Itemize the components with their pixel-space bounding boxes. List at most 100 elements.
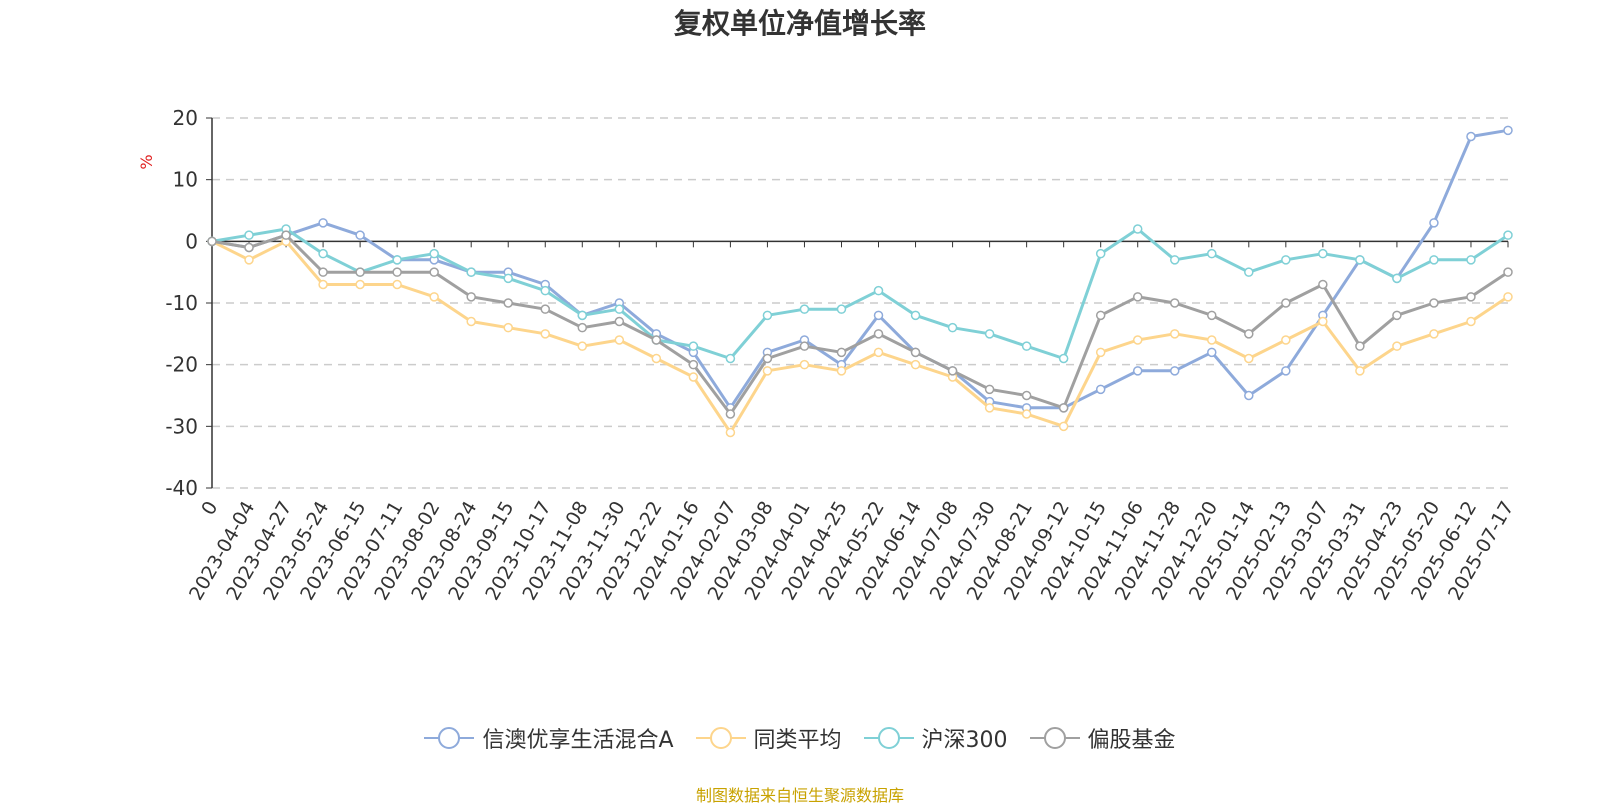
- data-point[interactable]: [318, 279, 328, 290]
- data-point[interactable]: [392, 267, 402, 277]
- data-point[interactable]: [1503, 230, 1513, 240]
- data-point[interactable]: [355, 279, 365, 290]
- data-point[interactable]: [762, 366, 773, 376]
- data-point[interactable]: [466, 267, 476, 277]
- data-point[interactable]: [1503, 292, 1513, 302]
- data-point[interactable]: [1429, 329, 1439, 339]
- data-point[interactable]: [1244, 353, 1254, 364]
- data-point[interactable]: [984, 384, 995, 395]
- data-point[interactable]: [1244, 390, 1254, 401]
- data-point[interactable]: [1281, 255, 1291, 265]
- data-point[interactable]: [836, 304, 847, 314]
- data-point[interactable]: [725, 353, 736, 364]
- data-point[interactable]: [577, 310, 588, 321]
- data-point[interactable]: [910, 310, 921, 321]
- data-point[interactable]: [1058, 421, 1069, 432]
- legend-item-peer-average[interactable]: 同类平均: [695, 722, 842, 754]
- data-point[interactable]: [1318, 248, 1328, 259]
- data-point[interactable]: [1466, 131, 1476, 142]
- data-point[interactable]: [429, 292, 439, 302]
- data-point[interactable]: [614, 304, 625, 314]
- data-point[interactable]: [540, 329, 551, 339]
- legend-item-fund[interactable]: 信澳优享生活混合A: [424, 722, 674, 754]
- data-point[interactable]: [1281, 335, 1291, 345]
- data-point[interactable]: [688, 341, 699, 351]
- data-point[interactable]: [984, 403, 995, 413]
- data-point[interactable]: [207, 236, 217, 247]
- data-point[interactable]: [799, 341, 810, 351]
- data-point[interactable]: [651, 353, 662, 364]
- data-point[interactable]: [1132, 292, 1143, 302]
- data-point[interactable]: [244, 242, 254, 253]
- data-point[interactable]: [947, 322, 958, 333]
- data-point[interactable]: [873, 329, 884, 339]
- data-point[interactable]: [540, 285, 551, 296]
- data-point[interactable]: [1058, 353, 1069, 364]
- data-point[interactable]: [503, 322, 513, 333]
- data-point[interactable]: [1244, 267, 1254, 277]
- data-point[interactable]: [1244, 329, 1254, 339]
- data-point[interactable]: [1207, 335, 1217, 345]
- data-point[interactable]: [1318, 316, 1328, 327]
- data-point[interactable]: [577, 322, 588, 333]
- data-point[interactable]: [873, 347, 884, 358]
- data-point[interactable]: [762, 353, 773, 364]
- data-point[interactable]: [1095, 347, 1106, 358]
- data-point[interactable]: [1169, 366, 1180, 376]
- data-point[interactable]: [836, 347, 847, 358]
- data-point[interactable]: [1392, 273, 1402, 284]
- data-point[interactable]: [1169, 329, 1180, 339]
- data-point[interactable]: [355, 230, 365, 240]
- data-point[interactable]: [281, 230, 291, 240]
- data-point[interactable]: [318, 218, 328, 228]
- legend-item-csi300[interactable]: 沪深300: [863, 722, 1008, 754]
- data-point[interactable]: [355, 267, 365, 277]
- data-point[interactable]: [1281, 366, 1291, 376]
- data-point[interactable]: [799, 304, 810, 314]
- data-point[interactable]: [1429, 255, 1439, 265]
- data-point[interactable]: [1207, 310, 1217, 321]
- data-point[interactable]: [466, 316, 476, 327]
- data-point[interactable]: [910, 359, 921, 370]
- data-point[interactable]: [1058, 403, 1069, 413]
- data-point[interactable]: [1207, 347, 1217, 358]
- data-point[interactable]: [244, 255, 254, 265]
- data-point[interactable]: [1132, 366, 1143, 376]
- data-point[interactable]: [1466, 292, 1476, 302]
- data-point[interactable]: [1169, 255, 1180, 265]
- data-point[interactable]: [1095, 384, 1106, 395]
- data-point[interactable]: [1355, 366, 1365, 376]
- data-point[interactable]: [688, 372, 699, 382]
- data-point[interactable]: [392, 255, 402, 265]
- data-point[interactable]: [1169, 298, 1180, 308]
- data-point[interactable]: [1021, 390, 1032, 401]
- data-point[interactable]: [614, 335, 625, 345]
- data-point[interactable]: [1466, 316, 1476, 327]
- data-point[interactable]: [1021, 409, 1032, 419]
- data-point[interactable]: [1355, 255, 1365, 265]
- legend-item-equity-funds[interactable]: 偏股基金: [1029, 722, 1176, 754]
- data-point[interactable]: [503, 298, 513, 308]
- data-point[interactable]: [429, 267, 439, 277]
- data-point[interactable]: [1132, 224, 1143, 234]
- data-point[interactable]: [873, 310, 884, 321]
- data-point[interactable]: [1503, 125, 1513, 136]
- data-point[interactable]: [836, 366, 847, 376]
- data-point[interactable]: [725, 409, 736, 419]
- data-point[interactable]: [318, 248, 328, 259]
- data-point[interactable]: [1466, 255, 1476, 265]
- data-point[interactable]: [688, 359, 699, 370]
- data-point[interactable]: [1132, 335, 1143, 345]
- data-point[interactable]: [1392, 310, 1402, 321]
- data-point[interactable]: [1207, 248, 1217, 259]
- data-point[interactable]: [1392, 341, 1402, 351]
- data-point[interactable]: [244, 230, 254, 240]
- data-point[interactable]: [799, 359, 810, 370]
- data-point[interactable]: [725, 427, 736, 438]
- data-point[interactable]: [910, 347, 921, 358]
- data-point[interactable]: [540, 304, 551, 314]
- data-point[interactable]: [577, 341, 588, 351]
- data-point[interactable]: [1503, 267, 1513, 277]
- data-point[interactable]: [984, 329, 995, 339]
- data-point[interactable]: [318, 267, 328, 277]
